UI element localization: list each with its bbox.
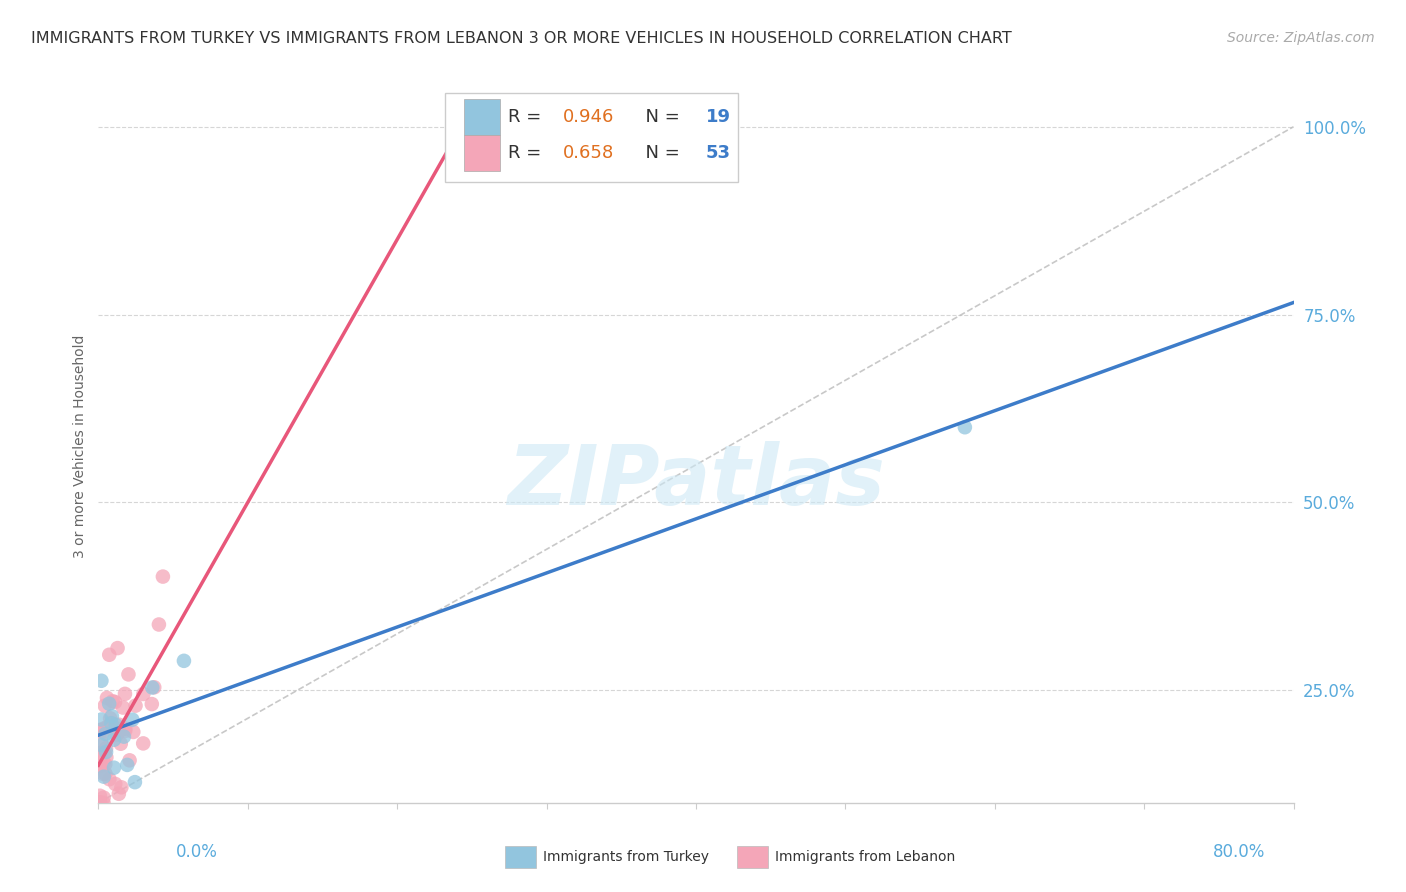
Point: [100, 715, 122, 730]
Point: [118, 753, 141, 767]
Point: [132, 736, 155, 750]
Point: [96, 720, 118, 734]
Text: 53: 53: [706, 144, 731, 161]
Point: [141, 681, 163, 695]
Point: [91, 722, 114, 736]
Point: [112, 730, 135, 744]
Text: N =: N =: [634, 144, 685, 161]
Text: Immigrants from Turkey: Immigrants from Turkey: [543, 850, 709, 864]
Point: [89, 796, 111, 810]
Point: [100, 716, 122, 731]
Point: [94, 757, 117, 772]
Point: [103, 732, 125, 747]
Point: [114, 687, 136, 701]
Point: [89, 796, 111, 810]
Point: [93, 746, 115, 760]
Point: [89, 746, 111, 760]
Text: N =: N =: [634, 108, 685, 126]
Point: [105, 722, 128, 736]
Text: R =: R =: [509, 108, 547, 126]
Point: [101, 709, 124, 723]
Point: [107, 641, 129, 656]
Point: [124, 775, 146, 789]
FancyBboxPatch shape: [446, 93, 738, 182]
Point: [96, 750, 118, 764]
Point: [110, 780, 132, 795]
Text: Immigrants from Lebanon: Immigrants from Lebanon: [775, 850, 955, 864]
Point: [90, 738, 112, 752]
Point: [91, 767, 114, 781]
Text: 0.0%: 0.0%: [176, 843, 218, 861]
Point: [103, 761, 125, 775]
Point: [94, 745, 117, 759]
Point: [105, 728, 128, 742]
Point: [101, 694, 124, 708]
Point: [108, 787, 131, 801]
Point: [90, 713, 112, 727]
Point: [90, 735, 112, 749]
FancyBboxPatch shape: [737, 846, 768, 868]
Point: [112, 700, 135, 714]
Point: [104, 695, 127, 709]
Point: [96, 690, 118, 705]
Text: IMMIGRANTS FROM TURKEY VS IMMIGRANTS FROM LEBANON 3 OR MORE VEHICLES IN HOUSEHOL: IMMIGRANTS FROM TURKEY VS IMMIGRANTS FRO…: [31, 31, 1012, 46]
Text: 0.658: 0.658: [564, 144, 614, 161]
Text: 80.0%: 80.0%: [1213, 843, 1265, 861]
Point: [143, 681, 166, 695]
FancyBboxPatch shape: [464, 99, 501, 135]
Point: [141, 697, 163, 711]
Point: [98, 711, 121, 725]
Point: [148, 617, 170, 632]
Point: [115, 758, 138, 772]
FancyBboxPatch shape: [505, 846, 536, 868]
Point: [93, 796, 115, 810]
Text: ZIPatlas: ZIPatlas: [508, 442, 884, 522]
Point: [94, 741, 117, 756]
Point: [98, 648, 121, 662]
Point: [114, 723, 136, 738]
Point: [124, 698, 146, 713]
Y-axis label: 3 or more Vehicles in Household: 3 or more Vehicles in Household: [73, 334, 87, 558]
Text: 0.946: 0.946: [564, 108, 614, 126]
Point: [89, 796, 111, 810]
Point: [114, 722, 136, 736]
Point: [122, 725, 145, 739]
Point: [89, 723, 111, 738]
Point: [98, 697, 121, 711]
Point: [953, 420, 976, 434]
Point: [93, 790, 115, 805]
Point: [117, 667, 139, 681]
Point: [152, 569, 174, 583]
Point: [104, 718, 127, 732]
Point: [89, 756, 111, 770]
Text: R =: R =: [509, 144, 547, 161]
Point: [89, 759, 111, 773]
Text: Source: ZipAtlas.com: Source: ZipAtlas.com: [1227, 31, 1375, 45]
Point: [93, 770, 115, 784]
Point: [94, 727, 117, 741]
Point: [89, 789, 111, 803]
Point: [121, 713, 143, 727]
Point: [93, 724, 115, 739]
Point: [93, 756, 115, 770]
Text: 19: 19: [706, 108, 731, 126]
Point: [132, 687, 155, 701]
Point: [108, 718, 131, 732]
Point: [104, 777, 127, 791]
FancyBboxPatch shape: [464, 135, 501, 170]
Point: [90, 673, 112, 688]
Point: [89, 796, 111, 810]
Point: [173, 654, 195, 668]
Point: [94, 766, 117, 780]
Point: [98, 772, 121, 787]
Point: [110, 737, 132, 751]
Point: [108, 723, 131, 738]
Point: [94, 698, 117, 713]
